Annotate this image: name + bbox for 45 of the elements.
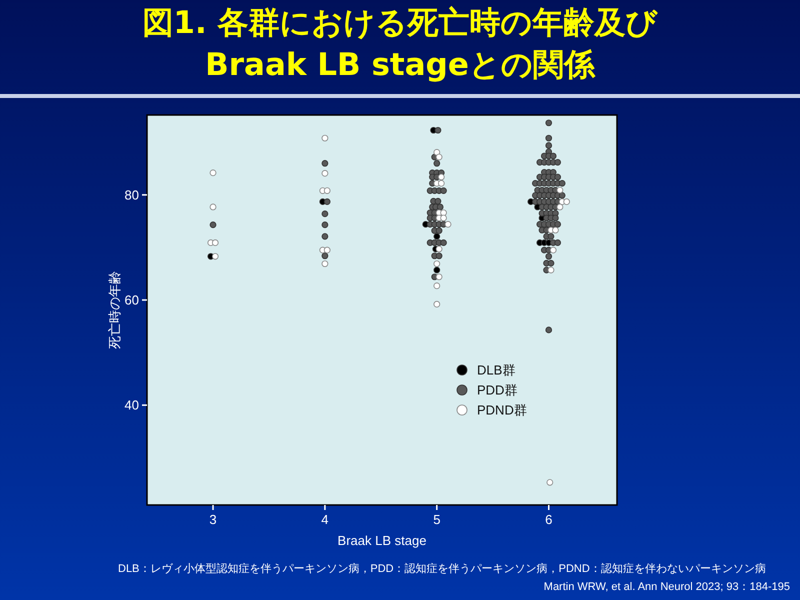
point <box>322 260 328 268</box>
point <box>556 186 564 194</box>
point <box>550 246 557 254</box>
point <box>436 154 442 160</box>
point <box>444 221 452 228</box>
text: Martin WRW, et al. Ann Neurol 2023; 93：184-195 <box>544 581 790 593</box>
x-tick-label: 5 <box>433 512 440 527</box>
point <box>212 239 219 246</box>
point <box>438 174 445 180</box>
point <box>436 246 442 252</box>
point <box>434 266 440 274</box>
legend-label: PDD群 <box>477 382 518 398</box>
point <box>210 204 216 210</box>
x-tick-label: 6 <box>545 512 552 527</box>
point <box>440 209 447 216</box>
point <box>440 214 447 222</box>
point <box>563 198 570 206</box>
point <box>438 180 445 187</box>
point <box>434 300 440 308</box>
y-axis-title: 死亡時の年齢 <box>107 271 122 349</box>
x-tick-label: 4 <box>321 512 329 527</box>
point <box>434 149 440 156</box>
point <box>324 246 330 254</box>
point <box>436 274 442 280</box>
y-tick-label: 40 <box>124 398 139 413</box>
point <box>210 170 216 176</box>
y-tick-label: 60 <box>124 292 139 308</box>
point <box>434 282 440 290</box>
point <box>212 253 219 260</box>
point <box>552 226 559 234</box>
point <box>322 170 328 177</box>
point <box>546 479 554 486</box>
legend-label: DLB群 <box>477 362 516 378</box>
point <box>324 187 330 194</box>
chart-title: 図1. 各群における死亡時の年齢及び Braak LB stageとの関係 <box>142 5 659 83</box>
point <box>548 266 554 274</box>
point <box>434 260 440 268</box>
y-tick-label: 80 <box>124 187 139 202</box>
legend-label: PDND群 <box>477 402 527 418</box>
point <box>322 134 328 142</box>
x-tick-label: 3 <box>209 512 217 527</box>
point <box>434 233 440 240</box>
x-axis-title: Braak LB stage <box>338 533 426 548</box>
text: DLB：レヴィ小体型認知症を伴うパーキンソン病，PDD：認知症を伴うパーキンソン病，PDND：認知症を伴わないパーキンソン病 <box>118 562 766 575</box>
point <box>556 204 564 210</box>
